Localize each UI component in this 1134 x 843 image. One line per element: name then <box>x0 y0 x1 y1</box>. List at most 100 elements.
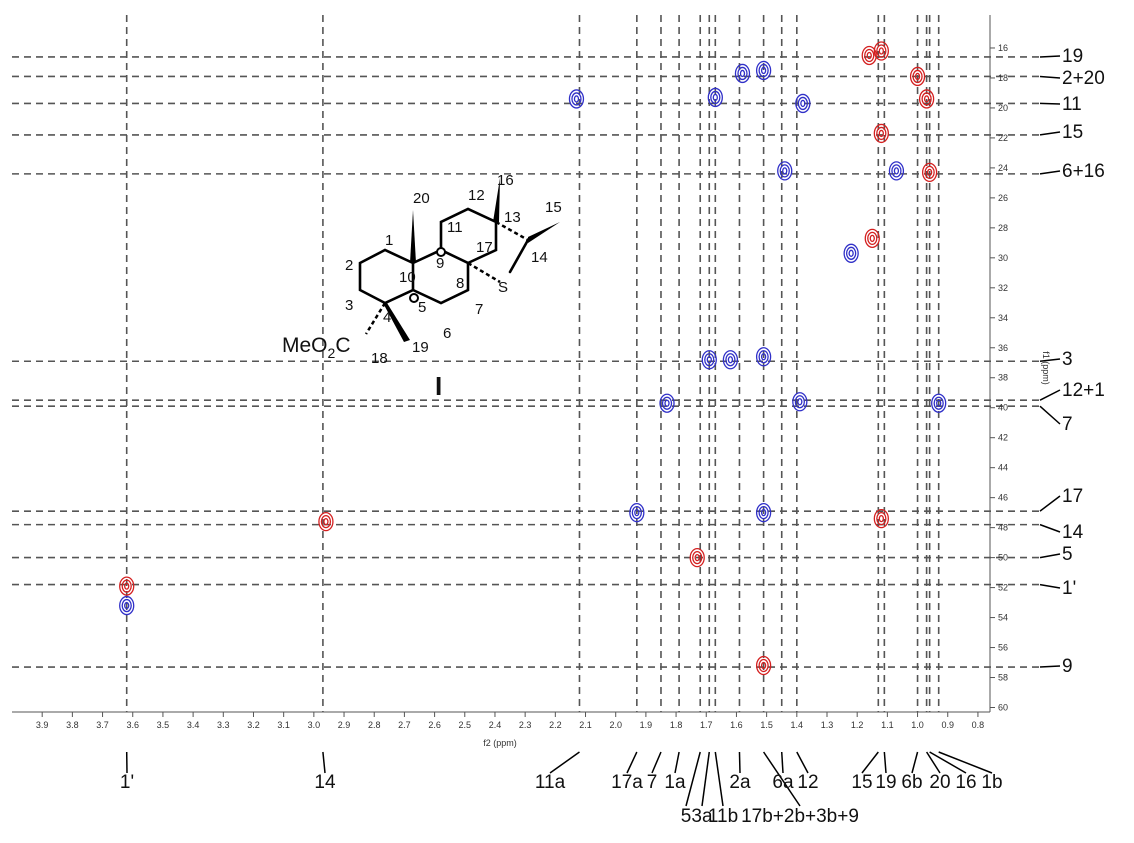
contour-ring <box>663 397 672 409</box>
contour-ring <box>868 232 877 244</box>
cross-peak <box>874 510 888 528</box>
y-tick-label: 32 <box>998 283 1008 293</box>
label-leader <box>739 752 740 773</box>
x-tick-label: 1.7 <box>700 720 713 730</box>
x-tick-label: 2.3 <box>519 720 532 730</box>
x-assignment-label: 11a <box>535 772 566 793</box>
y-tick-label: 40 <box>998 403 1008 413</box>
y-tick-label: 44 <box>998 463 1008 473</box>
y-tick-label: 54 <box>998 613 1008 623</box>
contour-ring <box>780 165 789 177</box>
atom-label: S <box>498 279 508 296</box>
x-tick-label: 2.9 <box>338 720 351 730</box>
label-leader <box>1040 406 1060 424</box>
y-assignment-label: 5 <box>1062 544 1073 565</box>
y-assignment-label: 12+1 <box>1062 380 1105 401</box>
atom-label: 8 <box>456 275 464 292</box>
x-assignment-label: 15 <box>851 772 872 793</box>
cross-peak <box>874 42 888 60</box>
y-tick-label: 30 <box>998 253 1008 263</box>
x-tick-label: 1.5 <box>760 720 773 730</box>
cross-peak <box>723 351 737 369</box>
label-leader <box>1040 496 1060 511</box>
y-tick-label: 42 <box>998 433 1008 443</box>
y-tick-label: 26 <box>998 193 1008 203</box>
contour-ring <box>740 70 744 76</box>
atom-label: 5 <box>418 299 426 316</box>
x-tick-label: 2.8 <box>368 720 381 730</box>
y-tick-label: 36 <box>998 343 1008 353</box>
contour-ring <box>877 513 886 525</box>
x-tick-label: 3.0 <box>308 720 321 730</box>
y-tick-label: 58 <box>998 673 1008 683</box>
contour-ring <box>877 45 886 57</box>
x-axis-title: f2 (ppm) <box>483 738 517 748</box>
y-tick-label: 48 <box>998 523 1008 533</box>
y-assignment-label: 19 <box>1062 46 1083 67</box>
contour-ring <box>726 354 735 366</box>
atom-label: 6 <box>443 325 451 342</box>
x-tick-label: 0.9 <box>941 720 954 730</box>
x-assignment-label: 19 <box>875 772 896 793</box>
y-tick-label: 16 <box>998 43 1008 53</box>
atom-label: 13 <box>504 209 521 226</box>
atom-label: 2 <box>345 257 353 274</box>
cross-peak <box>569 90 583 108</box>
label-leader <box>1040 554 1060 558</box>
y-tick-label: 20 <box>998 103 1008 113</box>
atom-label: 12 <box>468 187 485 204</box>
bond-8-s <box>468 263 500 282</box>
cross-peak <box>796 94 810 112</box>
x-tick-label: 3.8 <box>66 720 79 730</box>
x-assignment-label: 6b <box>901 772 922 793</box>
x-tick-label: 3.4 <box>187 720 200 730</box>
y-tick-label: 38 <box>998 373 1008 383</box>
wedge-20 <box>410 210 416 263</box>
h-5 <box>410 294 418 302</box>
x-assignment-label: 7 <box>647 772 658 793</box>
contour-ring <box>738 67 747 79</box>
contour-ring <box>879 516 883 522</box>
contour-ring <box>849 250 853 256</box>
compound-label: I <box>435 371 442 401</box>
ester-part: MeO <box>282 334 328 357</box>
ester-sub: 2 <box>328 345 336 361</box>
x-assignment-label: 12 <box>797 772 818 793</box>
atom-label: 11 <box>447 219 463 236</box>
y-assignment-label: 14 <box>1062 522 1084 543</box>
contour-ring <box>783 168 787 174</box>
x-tick-label: 1.3 <box>821 720 834 730</box>
cross-peak <box>889 162 903 180</box>
y-assignment-label: 15 <box>1062 122 1083 143</box>
atom-label: 14 <box>531 249 548 266</box>
x-tick-label: 1.6 <box>730 720 743 730</box>
label-leader <box>1040 171 1060 174</box>
atom-label: 16 <box>497 172 514 189</box>
x-tick-label: 2.6 <box>428 720 441 730</box>
label-leader <box>715 752 723 806</box>
contour-ring <box>879 48 883 54</box>
label-leader <box>1040 525 1060 532</box>
label-leader <box>550 752 579 773</box>
atom-label: 20 <box>413 190 430 207</box>
atom-label: 15 <box>545 199 562 216</box>
label-leader <box>323 752 325 773</box>
label-leader <box>1040 76 1060 78</box>
label-leader <box>1040 56 1060 57</box>
x-assignment-label: 17b+2b+3b+9 <box>741 806 859 827</box>
x-assignment-label: 16 <box>955 772 976 793</box>
y-tick-label: 22 <box>998 133 1008 143</box>
y-tick-label: 34 <box>998 313 1008 323</box>
atom-label: 10 <box>399 269 416 286</box>
y-tick-label: 24 <box>998 163 1008 173</box>
atom-label: 18 <box>371 350 388 367</box>
x-tick-label: 1.0 <box>911 720 924 730</box>
wedge-15 <box>528 222 560 243</box>
ester-part: C <box>335 334 350 357</box>
atom-label: 3 <box>345 297 353 314</box>
label-leader <box>627 752 637 773</box>
x-tick-label: 1.1 <box>881 720 894 730</box>
